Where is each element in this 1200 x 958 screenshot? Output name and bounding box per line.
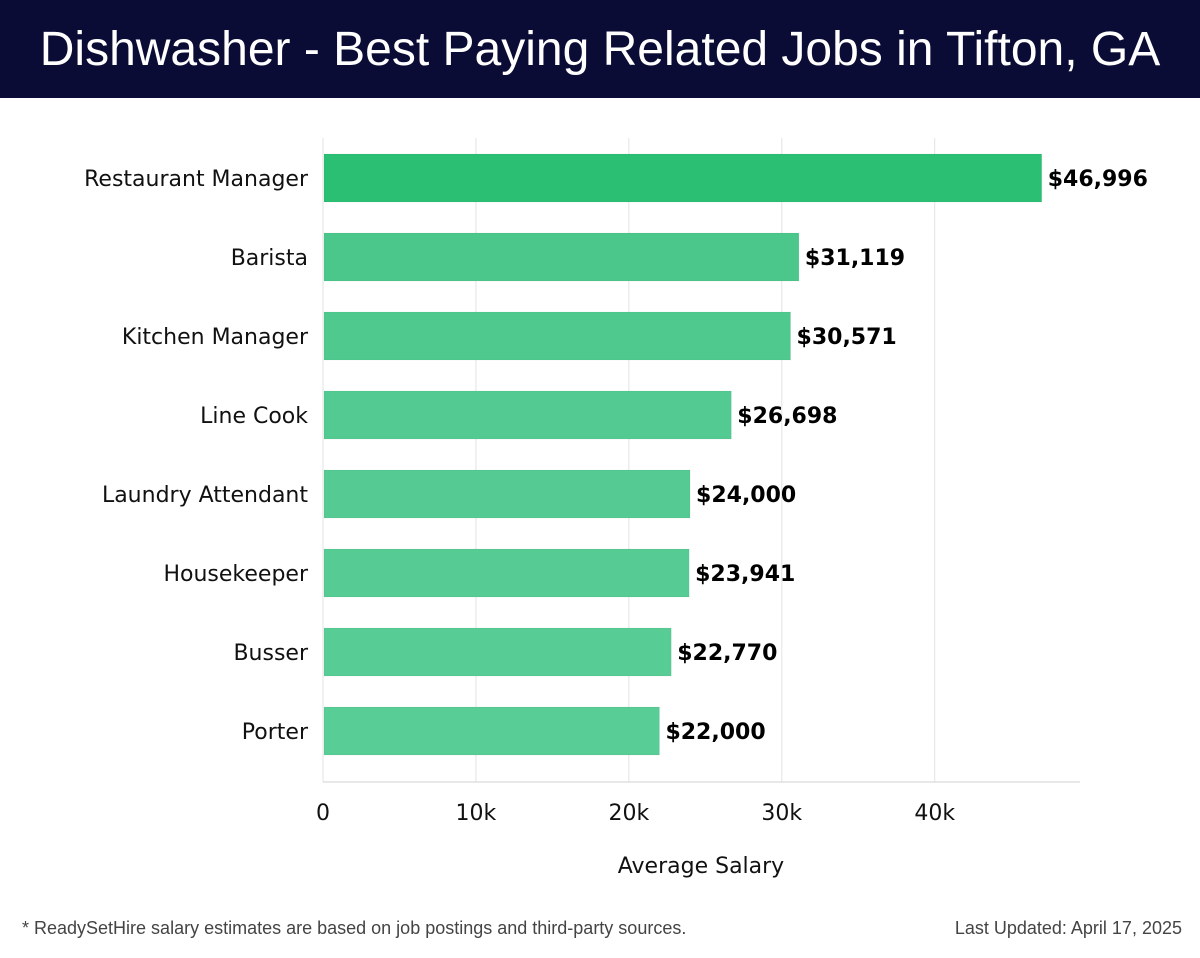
value-label: $22,000	[665, 720, 765, 745]
bar	[323, 390, 732, 440]
category-label: Laundry Attendant	[102, 483, 308, 508]
page-title: Dishwasher - Best Paying Related Jobs in…	[39, 23, 1161, 76]
category-label: Busser	[233, 641, 308, 666]
x-axis-title: Average Salary	[618, 854, 784, 879]
value-label: $22,770	[677, 641, 777, 666]
footer-note: * ReadySetHire salary estimates are base…	[22, 918, 687, 938]
value-label: $46,996	[1048, 167, 1148, 192]
bar	[323, 548, 690, 598]
value-labels: $46,996 $31,119 $30,571 $26,698 $24,000 $23,9…	[665, 167, 1147, 745]
category-label: Kitchen Manager	[122, 325, 309, 350]
x-tick-label: 0	[316, 801, 330, 826]
x-tick-label: 10k	[456, 801, 497, 826]
bar	[323, 706, 660, 756]
value-label: $26,698	[737, 404, 837, 429]
value-label: $31,119	[805, 246, 905, 271]
category-label: Barista	[231, 246, 308, 271]
salary-bar-chart: Restaurant Manager Barista Kitchen Manager…	[84, 138, 1148, 879]
x-tick-label: 20k	[608, 801, 649, 826]
category-label: Porter	[242, 720, 309, 745]
x-tick-label: 40k	[914, 801, 955, 826]
bar	[323, 311, 792, 361]
header-bar: Dishwasher - Best Paying Related Jobs in…	[0, 0, 1200, 98]
bar	[323, 232, 800, 282]
category-label: Restaurant Manager	[84, 167, 309, 192]
last-updated: Last Updated: April 17, 2025	[954, 918, 1182, 938]
category-label: Housekeeper	[163, 562, 308, 587]
value-label: $24,000	[696, 483, 796, 508]
value-label: $30,571	[797, 325, 897, 350]
value-label: $23,941	[695, 562, 795, 587]
bar	[323, 627, 672, 677]
bars	[323, 153, 1043, 756]
category-label: Line Cook	[200, 404, 308, 429]
x-axis: 0 10k 20k 30k 40k	[316, 781, 1080, 826]
bar	[323, 469, 691, 519]
x-tick-label: 30k	[761, 801, 802, 826]
bar	[323, 153, 1043, 203]
category-labels: Restaurant Manager Barista Kitchen Manager…	[84, 167, 309, 745]
